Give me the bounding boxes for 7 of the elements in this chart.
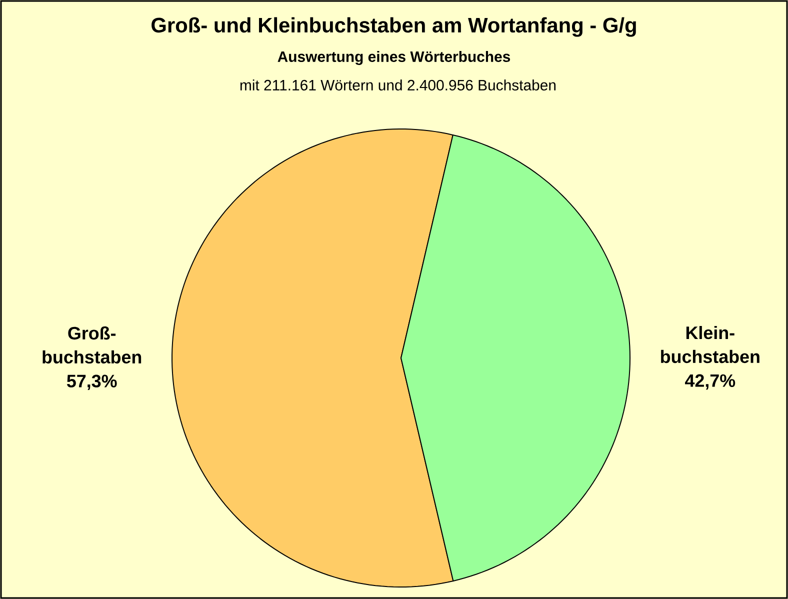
chart-title: Groß- und Kleinbuchstaben am Wortanfang - G/g	[152, 17, 636, 37]
text: mit 211.161 Wörtern und 2.400.956 Buchstaben	[240, 80, 556, 90]
data-label: 57,3%	[66, 374, 117, 390]
slice-label: Klein-buchstaben	[661, 326, 760, 364]
data-label: 42,7%	[685, 374, 736, 390]
slice-label: Groß-buchstaben	[42, 326, 142, 364]
chart-subtitle: Auswertung eines Wörterbuches	[278, 51, 510, 65]
